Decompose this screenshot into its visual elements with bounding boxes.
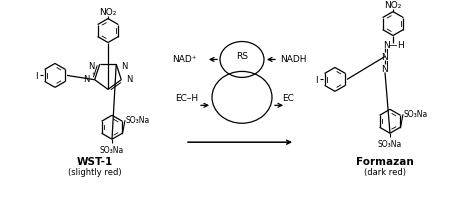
Text: NAD⁺: NAD⁺ [172,55,197,64]
Text: SO₃Na: SO₃Na [125,115,149,124]
Text: ⁺: ⁺ [92,72,95,78]
Text: (dark red): (dark red) [364,167,406,176]
Text: N: N [382,65,388,74]
Text: N: N [88,61,95,70]
Text: RS: RS [236,52,248,61]
Text: N: N [83,75,90,84]
Text: NO₂: NO₂ [384,1,402,10]
Text: EC: EC [282,93,294,102]
Text: N: N [383,41,389,50]
Text: N: N [382,53,388,62]
Text: WST-1: WST-1 [77,156,113,166]
Text: SO₃Na: SO₃Na [403,109,427,118]
Text: I: I [315,76,317,84]
Text: Formazan: Formazan [356,156,414,166]
Text: H: H [397,41,403,50]
Text: SO₃Na: SO₃Na [100,145,124,154]
Text: I: I [35,72,37,81]
Text: (slightly red): (slightly red) [68,167,122,176]
Text: EC–H: EC–H [175,93,198,102]
Text: NADH: NADH [280,55,306,64]
Text: NO₂: NO₂ [99,8,117,17]
Text: —: — [389,41,397,50]
Text: SO₃Na: SO₃Na [378,139,402,148]
Text: N: N [126,75,133,84]
Text: N: N [121,61,127,70]
